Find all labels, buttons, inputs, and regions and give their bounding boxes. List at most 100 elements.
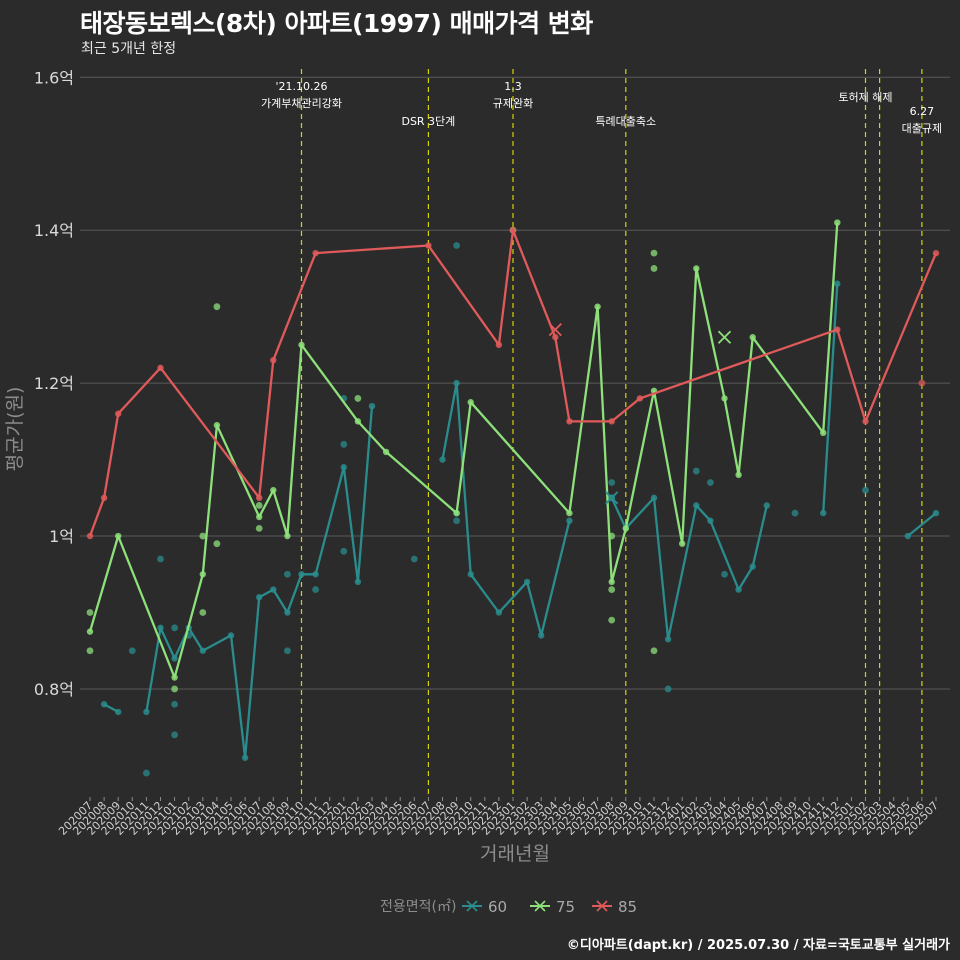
line-point [199, 647, 206, 654]
y-tick-label: 1.6억 [34, 68, 74, 87]
series-line [145, 406, 374, 759]
data-point [213, 540, 221, 548]
chart-title: 태장동보렉스(8차) 아파트(1997) 매매가격 변화 [80, 9, 593, 38]
data-point [664, 685, 672, 693]
line-point [199, 571, 206, 578]
y-tick-label: 0.8억 [34, 680, 74, 699]
data-point [410, 555, 418, 563]
data-point [255, 502, 263, 509]
line-point [538, 632, 545, 639]
line-point [241, 754, 249, 761]
y-tick-label: 1.2억 [34, 374, 74, 393]
x-axis-label: 거래년월 [480, 843, 550, 865]
line-point [820, 509, 827, 517]
legend-swatch-marker [466, 900, 478, 912]
data-point [284, 647, 291, 655]
line-point [115, 708, 122, 716]
data-point [157, 555, 164, 563]
line-point [834, 219, 841, 226]
data-point [86, 609, 94, 616]
data-point [199, 609, 207, 616]
line-point [368, 402, 376, 410]
line-point [354, 578, 362, 586]
line-point [523, 578, 531, 586]
line-point [834, 326, 841, 333]
y-tick-label: 1억 [49, 527, 74, 546]
data-point [255, 524, 263, 532]
line-point [354, 418, 362, 425]
line-point [256, 594, 263, 601]
line-point [932, 509, 940, 517]
line-point [143, 708, 150, 716]
line-point [298, 341, 305, 349]
event-annotation: DSR 3단계 [401, 115, 455, 128]
line-point [749, 563, 756, 570]
data-point [143, 769, 150, 777]
line-point [763, 502, 770, 509]
line-point [834, 280, 841, 287]
event-annotation: 토허제 해제 [838, 90, 892, 104]
event-annotation: 규제완화 [493, 97, 533, 110]
line-point [256, 494, 263, 502]
line-point [100, 701, 108, 708]
line-point [467, 571, 474, 578]
line-point [382, 448, 390, 456]
data-point [128, 647, 136, 655]
source-caption: ©디아파트(dapt.kr) / 2025.07.30 / 자료=국토교통부 실… [566, 938, 950, 953]
line-point [552, 334, 559, 341]
event-annotation: 가계부채관리강화 [261, 97, 342, 110]
data-point [284, 570, 291, 578]
data-point [453, 242, 460, 249]
series-line [441, 381, 571, 637]
series-line [610, 496, 768, 641]
legend-title: 전용면적(㎡) [380, 899, 456, 915]
data-point [650, 647, 658, 655]
line-point [862, 418, 869, 425]
line-point [171, 655, 178, 662]
line-point [284, 532, 291, 540]
line-point [509, 227, 517, 234]
line-point [594, 303, 601, 310]
line-point [312, 571, 319, 578]
line-point [664, 636, 672, 643]
line-point [566, 517, 573, 524]
line-point [566, 509, 573, 517]
data-point [862, 486, 869, 494]
x-marker [717, 330, 732, 344]
line-point [298, 571, 305, 578]
data-point [721, 570, 728, 578]
line-point [213, 421, 221, 429]
line-point [636, 395, 644, 402]
line-point [721, 395, 728, 402]
chart-subtitle: 최근 5개년 한정 [81, 41, 177, 57]
x-marker [605, 491, 619, 505]
line-point [453, 509, 460, 517]
line-point [566, 418, 573, 425]
line-point [693, 502, 700, 509]
line-point [622, 525, 629, 532]
line-point [467, 399, 474, 406]
line-point [115, 532, 122, 540]
line-point [86, 628, 94, 635]
line-point [340, 464, 347, 471]
event-annotation: 6.27 [910, 105, 935, 118]
data-point [340, 547, 348, 555]
data-point [650, 265, 658, 272]
data-point [171, 731, 179, 739]
data-point [213, 303, 221, 311]
line-point [115, 410, 122, 417]
line-point [86, 532, 94, 540]
line-point [270, 356, 277, 364]
line-point [693, 265, 700, 272]
data-point [650, 249, 658, 257]
line-point [820, 429, 827, 437]
data-point [171, 700, 179, 708]
line-point [495, 341, 503, 349]
line-point [227, 632, 235, 639]
data-point [340, 440, 348, 448]
line-point [270, 586, 277, 593]
data-point [608, 479, 616, 486]
data-point [707, 479, 714, 486]
